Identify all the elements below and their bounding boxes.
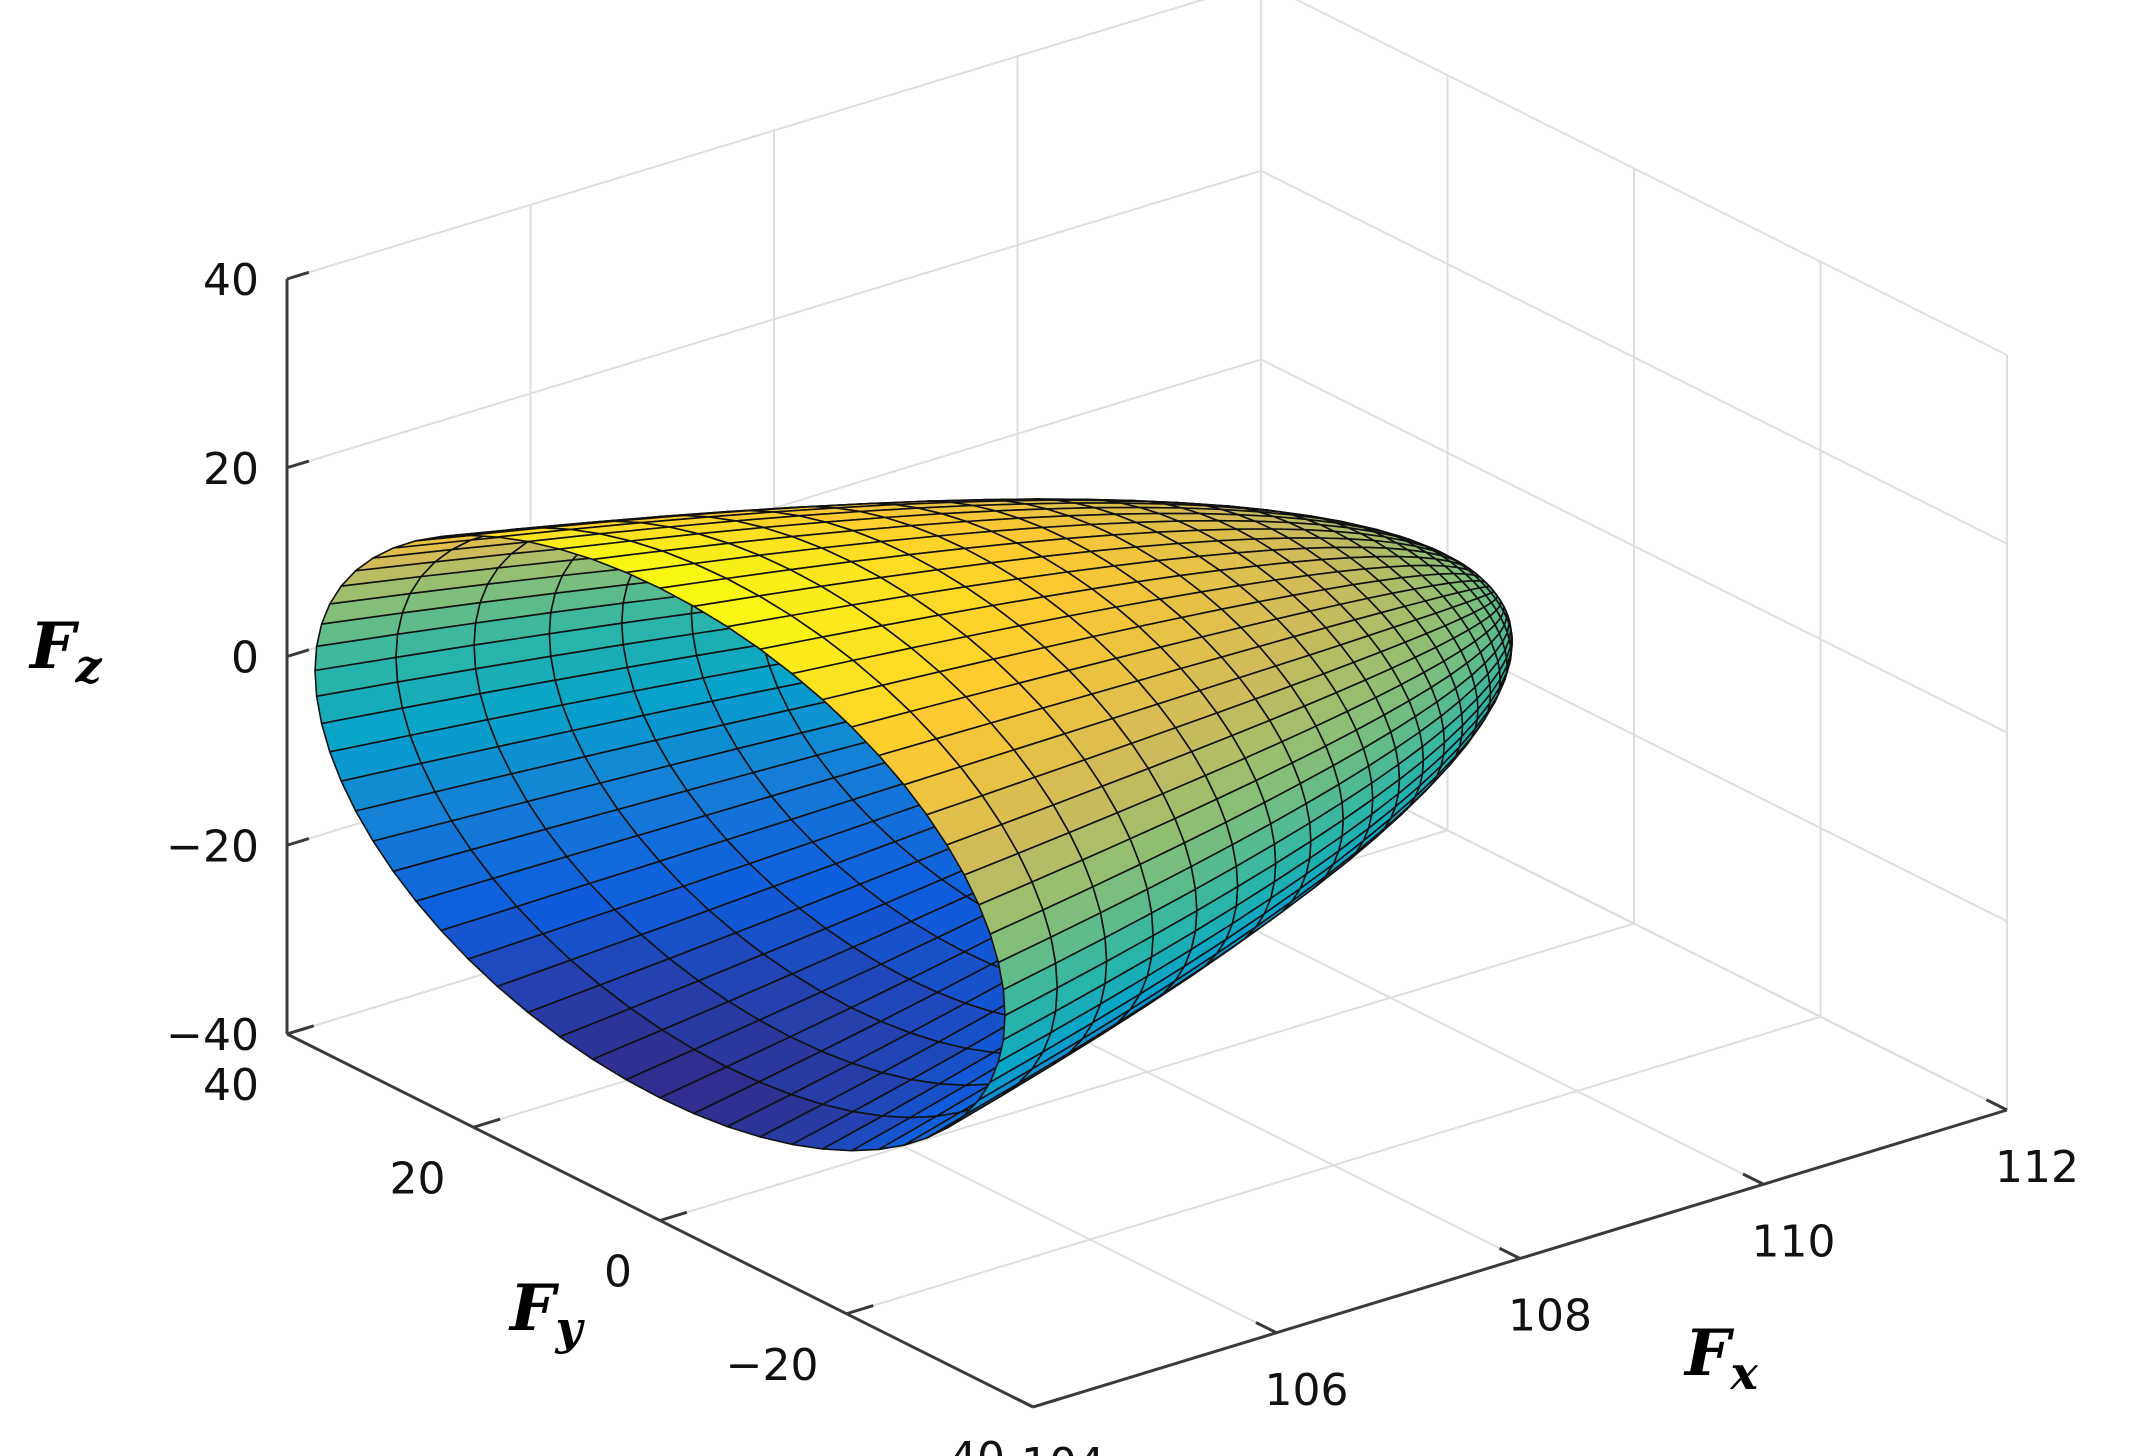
axes bbox=[285, 270, 2008, 1409]
z-axis-label: Fz bbox=[28, 609, 102, 693]
z-tick-mark bbox=[286, 459, 310, 470]
z-tick-mark bbox=[286, 1025, 310, 1036]
paraboloid-surface bbox=[314, 498, 1513, 1152]
surface-facet bbox=[1002, 987, 1058, 1041]
y-tick-mark bbox=[1032, 1397, 1061, 1409]
grid-line bbox=[1260, 358, 2008, 734]
x-tick-mark bbox=[1498, 1246, 1521, 1260]
x-tick-label: 112 bbox=[1995, 1142, 2079, 1193]
x-tick-label: 108 bbox=[1508, 1291, 1592, 1342]
x-tick-label: 104 bbox=[1021, 1439, 1105, 1456]
y-tick-label: 0 bbox=[604, 1247, 632, 1298]
x-tick-label: 106 bbox=[1265, 1365, 1349, 1416]
x-tick-mark bbox=[1742, 1172, 1765, 1186]
y-tick-label: −40 bbox=[912, 1433, 1005, 1456]
grid-line bbox=[846, 1015, 1821, 1315]
x-tick-mark bbox=[1011, 1395, 1034, 1409]
z-tick-label: −40 bbox=[166, 1010, 259, 1061]
x-tick-mark bbox=[1255, 1321, 1278, 1335]
y-tick-mark bbox=[846, 1304, 874, 1316]
x-axis-label: Fx bbox=[1683, 1316, 1758, 1400]
z-tick-label: 0 bbox=[231, 633, 259, 684]
grid-line bbox=[286, 169, 1262, 469]
y-tick-label: −20 bbox=[726, 1340, 819, 1391]
grid-line bbox=[1294, 0, 2008, 356]
x-tick-mark bbox=[1985, 1098, 2008, 1112]
grid-line bbox=[659, 922, 1635, 1222]
grid-line bbox=[1260, 169, 2008, 545]
z-tick-mark bbox=[286, 270, 310, 281]
z-tick-mark bbox=[286, 837, 310, 847]
y-tick-mark bbox=[659, 1210, 688, 1222]
y-tick-label: 20 bbox=[390, 1153, 446, 1204]
z-tick-label: 20 bbox=[203, 444, 259, 495]
x-tick-label: 110 bbox=[1752, 1216, 1836, 1267]
y-tick-mark bbox=[473, 1117, 501, 1129]
y-axis-label: Fy bbox=[508, 1271, 585, 1355]
grid-line bbox=[286, 0, 1206, 280]
z-tick-label: −20 bbox=[166, 821, 259, 872]
z-tick-label: 40 bbox=[203, 255, 259, 306]
z-tick-mark bbox=[286, 648, 310, 658]
tick-labels: 10410610811011240200−20−4040200−20−40 bbox=[166, 255, 2079, 1456]
y-tick-label: 40 bbox=[203, 1060, 259, 1111]
